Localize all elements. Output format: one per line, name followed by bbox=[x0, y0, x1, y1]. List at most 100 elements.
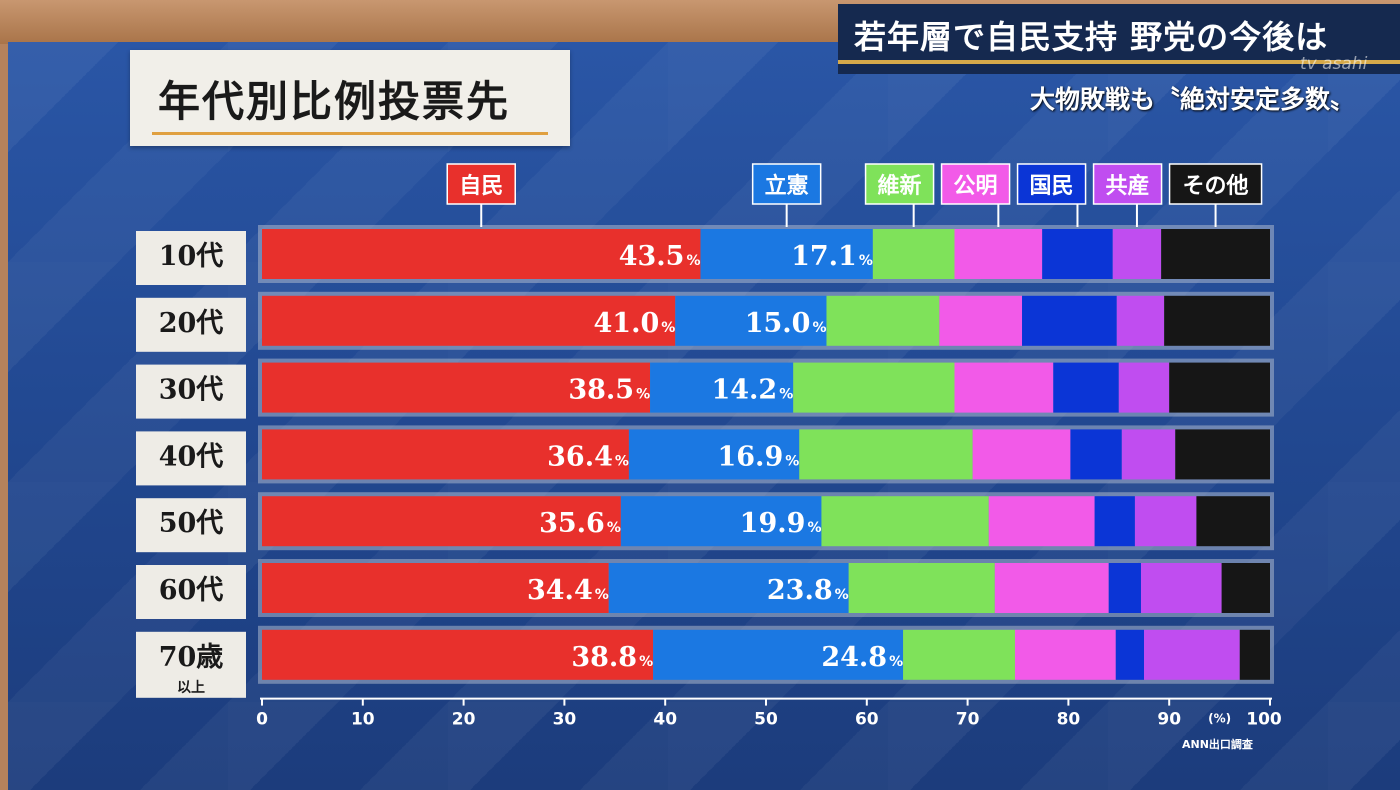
bar-segment bbox=[262, 429, 629, 480]
bar-value-unit: % bbox=[779, 387, 793, 403]
bar-segment bbox=[939, 295, 1023, 346]
bar-value-label: 41.0 bbox=[594, 308, 660, 339]
bar-value-unit: % bbox=[889, 654, 903, 670]
legend-label: 立憲 bbox=[765, 173, 809, 199]
legend-label: 国民 bbox=[1030, 174, 1074, 199]
bar-segment bbox=[988, 496, 1095, 547]
bar-segment bbox=[650, 362, 794, 413]
x-axis-unit: (%) bbox=[1208, 712, 1231, 726]
bar-segment bbox=[1094, 496, 1135, 547]
bar-segment bbox=[1112, 229, 1162, 279]
bar-value-label: 38.8 bbox=[571, 642, 637, 673]
legend-label: 維新 bbox=[878, 173, 922, 199]
source-note: ANN出口調査 bbox=[1182, 738, 1253, 751]
category-label: 70歳 bbox=[159, 642, 224, 673]
category-label-box bbox=[136, 498, 246, 553]
legend-swatch bbox=[751, 163, 822, 205]
bar-segment bbox=[1161, 229, 1270, 279]
legend-swatch bbox=[1016, 163, 1087, 205]
bar-segment bbox=[1175, 429, 1270, 480]
legend-label: 自民 bbox=[459, 173, 503, 199]
bar-value-unit: % bbox=[636, 387, 650, 403]
bar-segment bbox=[1042, 229, 1113, 279]
headline-underline bbox=[838, 60, 1400, 64]
bar-value-unit: % bbox=[807, 520, 821, 536]
x-tick-label: 30 bbox=[553, 710, 577, 730]
bar-segment bbox=[700, 229, 873, 279]
bar-segment bbox=[620, 496, 822, 547]
legend-swatch bbox=[864, 163, 935, 205]
title-underline bbox=[152, 132, 548, 135]
bar-value-label: 19.9 bbox=[740, 508, 806, 539]
bar-value-label: 43.5 bbox=[619, 241, 685, 272]
bar-segment bbox=[821, 496, 989, 547]
bar-segment bbox=[1196, 496, 1270, 547]
bar-value-unit: % bbox=[785, 453, 799, 469]
category-label: 60代 bbox=[159, 575, 224, 606]
bar-value-unit: % bbox=[835, 587, 849, 603]
bar-segment bbox=[1169, 362, 1270, 413]
headline-subtitle: 大物敗戦も〝絶対安定多数〟 bbox=[1030, 85, 1356, 114]
bar-value-unit: % bbox=[686, 253, 700, 269]
bar-segment bbox=[1221, 563, 1270, 613]
channel-watermark: tv asahi bbox=[1300, 54, 1368, 74]
bar-segment bbox=[262, 563, 609, 613]
category-label: 20代 bbox=[159, 308, 224, 339]
category-label-box bbox=[136, 297, 246, 352]
bar-segment bbox=[848, 563, 995, 613]
bar-segment bbox=[608, 563, 849, 613]
category-label-box bbox=[136, 231, 246, 285]
bar-value-label: 14.2 bbox=[711, 375, 777, 406]
x-tick-label: 90 bbox=[1157, 710, 1181, 730]
legend-swatch bbox=[1092, 163, 1163, 205]
x-tick-label: 20 bbox=[452, 710, 476, 730]
bar-segment bbox=[1014, 629, 1116, 680]
x-tick-label: 0 bbox=[256, 710, 268, 730]
bar-value-label: 23.8 bbox=[767, 575, 833, 606]
bar-segment bbox=[1239, 629, 1270, 680]
bar-segment bbox=[826, 295, 940, 346]
bar-segment bbox=[653, 629, 904, 680]
category-label: 50代 bbox=[159, 508, 224, 539]
legend-label: 共産 bbox=[1106, 173, 1150, 199]
bar-segment bbox=[628, 429, 800, 480]
x-tick-label: 40 bbox=[653, 710, 677, 730]
bar-value-label: 24.8 bbox=[821, 642, 887, 673]
legend-swatch bbox=[446, 163, 516, 205]
bars-layer: 43.5% 17.1 %41.0% 15.0 %38.5% 14.2 %36.4% 16.9%… bbox=[258, 225, 1274, 684]
x-tick-label: 50 bbox=[754, 710, 778, 730]
bar-value-label: 38.5 bbox=[568, 375, 634, 406]
legend-swatch bbox=[1168, 163, 1263, 205]
x-axis-layer: 0 10 20 30 40 50 60 70 80 90 100 (%) bbox=[256, 697, 1282, 730]
bar-segment bbox=[1053, 362, 1119, 413]
bar-segment bbox=[1134, 496, 1197, 547]
bar-segment bbox=[994, 563, 1109, 613]
bar-segment bbox=[972, 429, 1071, 480]
legend-layer: 自民 立憲 維新 公明 国民 共産 その他 bbox=[446, 163, 1263, 227]
category-label: 10代 bbox=[159, 241, 224, 272]
x-tick-label: 80 bbox=[1057, 710, 1081, 730]
bar-segment bbox=[262, 496, 621, 547]
bar-segment bbox=[1121, 429, 1176, 480]
bar-value-label: 16.9 bbox=[717, 441, 783, 472]
bar-value-label: 17.1 bbox=[791, 241, 857, 272]
bar-value-label: 36.4 bbox=[547, 441, 613, 472]
bar-value-unit: % bbox=[859, 253, 873, 269]
bar-segment bbox=[1108, 563, 1141, 613]
x-tick-label: 70 bbox=[956, 710, 980, 730]
category-label: 40代 bbox=[159, 441, 224, 472]
bar-segment bbox=[262, 629, 654, 680]
bar-value-label: 34.4 bbox=[527, 575, 593, 606]
bar-segment bbox=[262, 229, 701, 279]
legend-label: 公明 bbox=[954, 174, 998, 199]
category-label-box bbox=[136, 364, 246, 419]
headline-banner: 若年層で自民支持 野党の今後は bbox=[838, 4, 1400, 74]
legend-label: その他 bbox=[1183, 174, 1249, 199]
bar-value-unit: % bbox=[639, 654, 653, 670]
bar-segment bbox=[1116, 295, 1165, 346]
bar-segment bbox=[1070, 429, 1122, 480]
category-label-box bbox=[136, 565, 246, 619]
category-label-box bbox=[136, 431, 246, 486]
